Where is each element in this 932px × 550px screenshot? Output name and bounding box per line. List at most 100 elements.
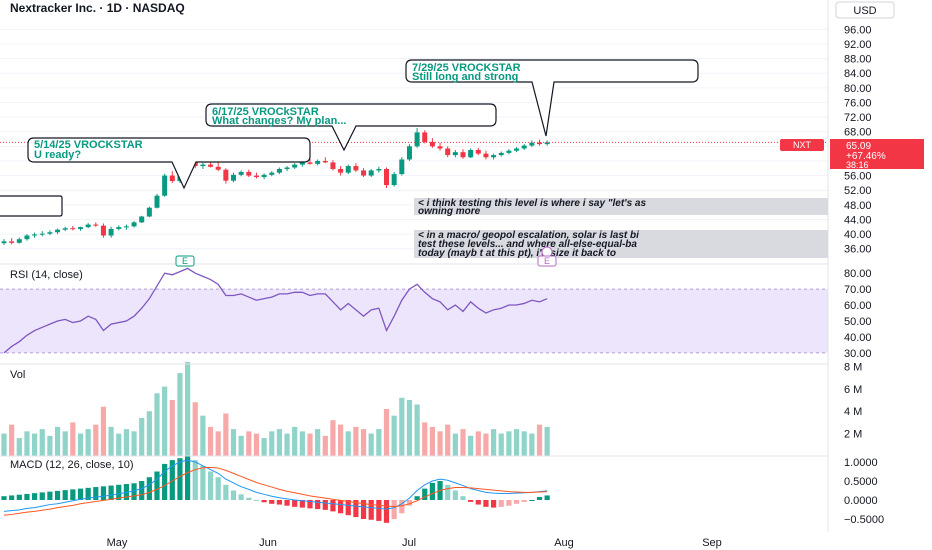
time-tick: May <box>107 537 128 549</box>
macd-histogram-bar <box>200 465 206 500</box>
callout-text: Still long and strong <box>412 71 518 83</box>
macd-histogram-bar <box>16 494 22 500</box>
price-tick: 44.00 <box>844 214 872 226</box>
volume-bar <box>353 426 359 456</box>
note-macro[interactable]: < in a macro/ geopol escalation, solar i… <box>414 230 828 259</box>
candle-body <box>521 145 527 149</box>
rsi-tick: 70.00 <box>844 284 872 296</box>
macd-histogram-bar <box>315 500 321 510</box>
volume-bar <box>123 429 129 456</box>
annotation-empty[interactable] <box>0 195 63 217</box>
macd-histogram-bar <box>506 500 512 506</box>
macd-histogram-bar <box>24 493 30 500</box>
candle-body <box>414 132 420 147</box>
macd-tick: 0.0000 <box>844 495 878 507</box>
macd-histogram-bar <box>238 494 244 500</box>
volume-bar <box>368 433 374 456</box>
price-tick: 92.00 <box>844 39 872 51</box>
candle-body <box>483 153 489 158</box>
price-candles <box>1 128 550 246</box>
macd-label: MACD (12, 26, close, 10) <box>10 459 134 471</box>
annotation-729[interactable]: 7/29/25 VROCKSTAR Still long and strong <box>405 59 699 137</box>
volume-bar <box>108 426 114 456</box>
macd-histogram-bar <box>85 487 91 500</box>
macd-histogram-bar <box>360 500 367 519</box>
volume-bar <box>330 420 336 456</box>
macd-histogram-bar <box>307 500 313 509</box>
volume-bar <box>24 431 30 456</box>
time-tick: Aug <box>554 537 574 549</box>
annotation-617[interactable]: 6/17/25 VROCkSTAR What changes? My plan.… <box>205 103 497 152</box>
candle-body <box>406 146 412 160</box>
volume-bar <box>506 431 512 456</box>
volume-bar <box>437 431 443 456</box>
candle-body <box>315 160 321 164</box>
volume-bar <box>261 438 267 456</box>
macd-histogram-bar <box>452 490 458 500</box>
currency-label: USD <box>853 5 876 17</box>
time-axis[interactable]: May Jun Jul Aug Sep <box>107 537 722 549</box>
candle-body <box>169 175 175 182</box>
volume-bar <box>54 426 61 456</box>
volume-bar <box>292 426 298 456</box>
candle-body <box>491 155 497 158</box>
price-tick: 36.00 <box>844 244 872 256</box>
candle-body <box>399 159 405 175</box>
currency-box[interactable] <box>835 1 895 19</box>
candle-body <box>361 170 367 176</box>
callout-text: What changes? My plan... <box>212 115 346 127</box>
candle-body <box>238 171 244 175</box>
rsi-tick: 50.00 <box>844 316 872 328</box>
macd-tick: 1.0000 <box>844 457 878 469</box>
volume-bar <box>246 431 252 456</box>
volume-bar <box>338 424 344 456</box>
volume-bar <box>391 415 397 456</box>
macd-histogram-bar <box>399 500 405 514</box>
macd-histogram-bar <box>62 490 68 500</box>
macd-histogram-bar <box>162 463 168 500</box>
callout-box <box>205 103 497 152</box>
note-text: test these levels... and where all-else-… <box>418 239 637 250</box>
macd-histogram-bar <box>299 500 305 508</box>
volume-bar <box>200 415 206 456</box>
note-level[interactable]: < i think testing this level is where i … <box>414 198 828 217</box>
candle-body <box>384 168 389 186</box>
earnings-marker-upcoming[interactable]: E <box>537 246 557 267</box>
rsi-axis: 80.00 70.00 60.00 50.00 40.00 30.00 <box>844 268 872 360</box>
candle-body <box>1 241 7 244</box>
candle-body <box>123 226 129 228</box>
macd-histogram-bar <box>93 487 99 500</box>
price-axis[interactable]: 96.00 92.00 88.00 84.00 80.00 76.00 72.00 68.00… <box>844 24 872 255</box>
volume-bar <box>429 426 435 456</box>
candle-body <box>368 170 374 176</box>
price-tick: 88.00 <box>844 54 872 66</box>
candle-body <box>108 228 114 236</box>
candle-body <box>437 146 443 149</box>
macd-histogram-bar <box>422 488 428 500</box>
earnings-badge <box>537 255 557 267</box>
macd-histogram-bar <box>116 484 122 500</box>
earnings-badge <box>175 255 195 267</box>
candle-body <box>537 142 542 145</box>
candle-body <box>544 142 550 145</box>
volume-bar <box>47 435 53 456</box>
macd-histogram-bar <box>513 500 520 504</box>
rsi-tick: 60.00 <box>844 300 872 312</box>
macd-histogram-bar <box>39 492 45 500</box>
candle-body <box>429 141 435 147</box>
macd-histogram-bar <box>223 484 229 500</box>
symbol-badge-label: NXT <box>793 140 812 150</box>
volume-bars <box>1 361 550 456</box>
candle-body <box>292 164 298 168</box>
macd-histogram-bar <box>77 488 84 500</box>
volume-bar <box>162 386 168 456</box>
annotation-514[interactable]: 5/14/25 VROCKSTAR U ready? <box>27 137 311 190</box>
volume-bar <box>513 429 520 456</box>
volume-bar <box>116 433 122 456</box>
volume-bar <box>32 433 38 456</box>
volume-bar <box>9 424 15 456</box>
earnings-badge-label: E <box>182 256 188 266</box>
volume-bar <box>498 433 504 456</box>
earnings-marker[interactable]: E <box>175 255 195 267</box>
